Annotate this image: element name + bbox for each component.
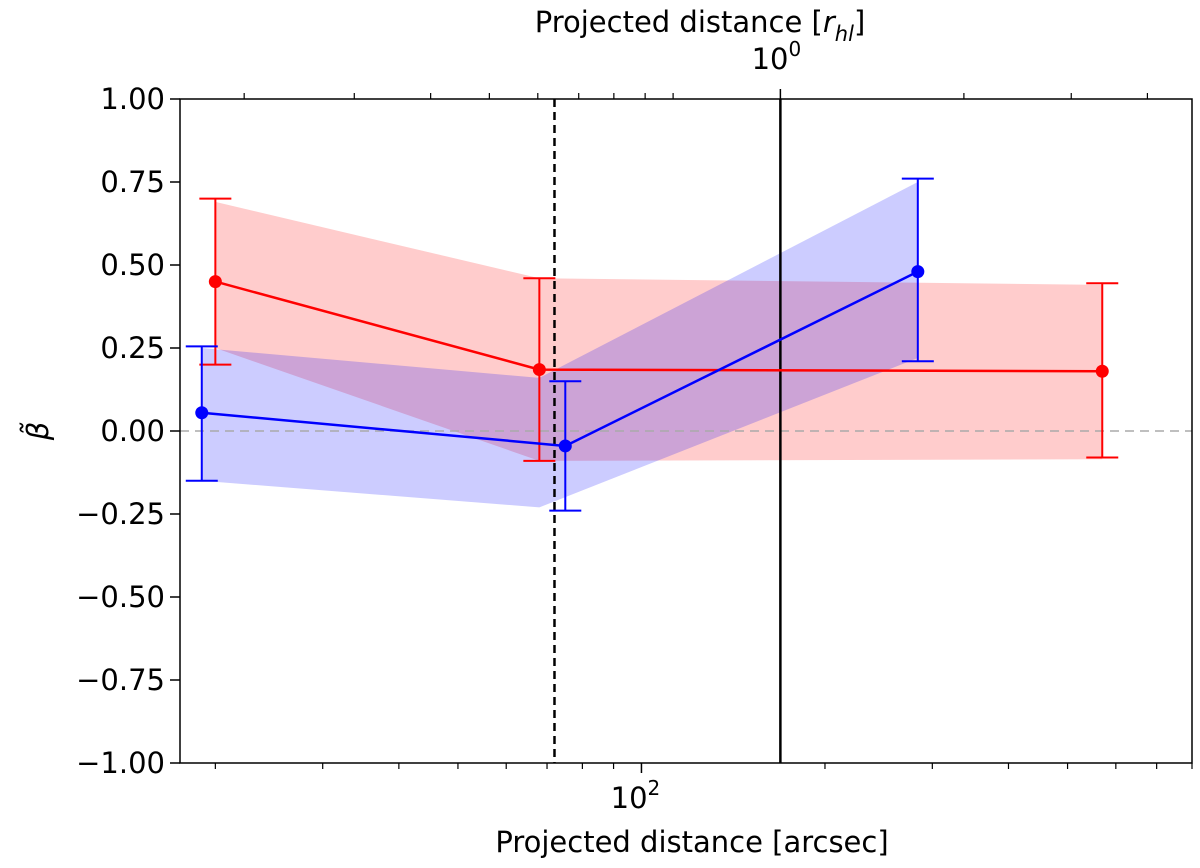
axes: −1.00 −0.75 −0.50 −0.25 0.00 0.25 0.50 0.75 1.00… — [76, 37, 1193, 815]
y-axis-title: β̃ — [21, 422, 55, 442]
series-1-band — [215, 201, 1103, 461]
series-1-point — [208, 275, 222, 289]
top-tick-label: 100 — [752, 37, 802, 76]
data-series — [185, 177, 1119, 512]
y-tick-label: 0.25 — [100, 331, 165, 365]
series-2-point — [911, 265, 925, 279]
y-tick-label: 1.00 — [100, 82, 165, 116]
series-2-point — [558, 439, 572, 453]
series-2-point — [195, 406, 209, 420]
confidence-bands — [201, 182, 1103, 508]
y-tick-label: 0.75 — [100, 165, 165, 199]
series-1-point — [532, 363, 546, 377]
x-tick-label: 102 — [611, 776, 661, 815]
y-tick-label: −1.00 — [76, 746, 165, 780]
y-tick-label: 0.00 — [100, 414, 165, 448]
series-2-band — [201, 182, 918, 508]
y-tick-label: −0.25 — [76, 497, 165, 531]
top-axis-title: Projected distance [rhl] — [535, 5, 866, 46]
y-tick-label: −0.50 — [76, 580, 165, 614]
y-tick-label: 0.50 — [100, 248, 165, 282]
reference-lines — [180, 99, 1192, 763]
series-1-point — [1095, 364, 1109, 378]
y-tick-label: −0.75 — [76, 663, 165, 697]
x-axis-title: Projected distance [arcsec] — [495, 825, 888, 859]
